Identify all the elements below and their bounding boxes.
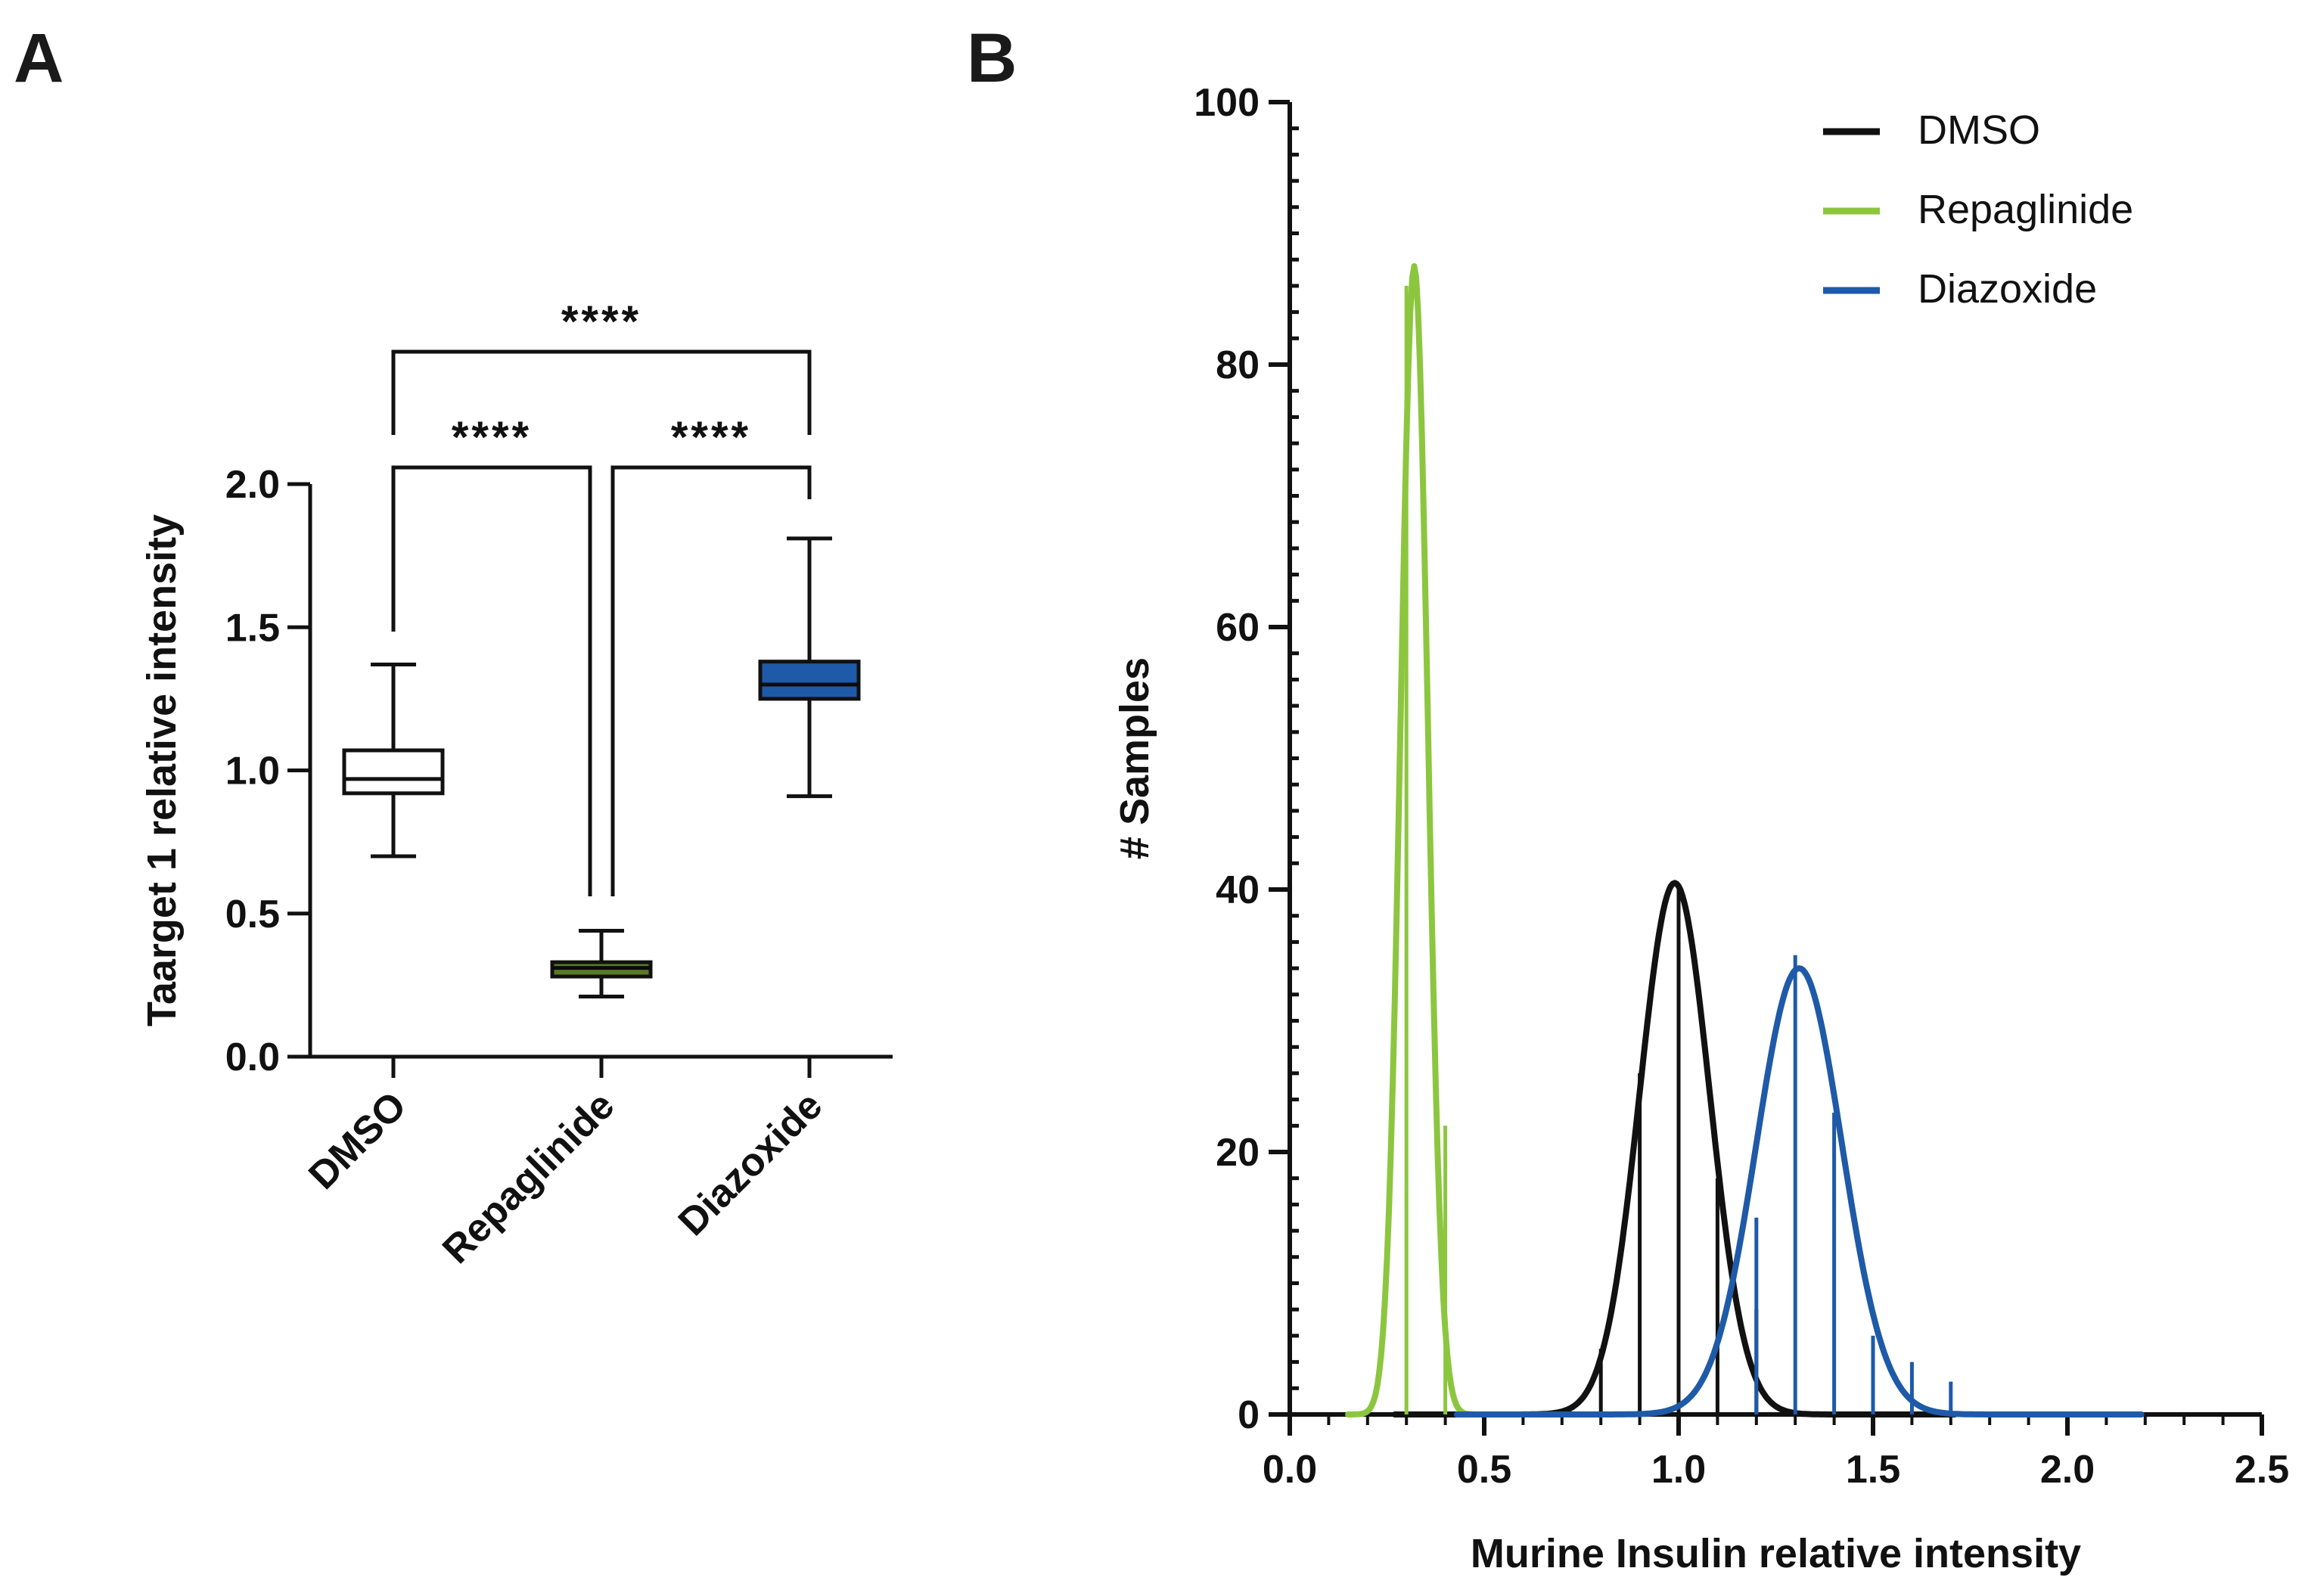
sig-bracket-dmso-diazoxide — [391, 349, 812, 435]
panel-a-label: A — [14, 20, 64, 97]
x-axis-title: Murine Insulin relative intensity — [1471, 1531, 2081, 1576]
y-tick-label: 20 — [1216, 1131, 1260, 1175]
legend-label: Repaglinide — [1918, 187, 2133, 232]
x-tick-label: 0.0 — [1263, 1448, 1317, 1492]
x-tick-label: 2.5 — [2235, 1448, 2289, 1492]
y-tick-label: 2.0 — [225, 463, 280, 507]
sig-label: **** — [452, 413, 532, 462]
y-tick-label: 0 — [1238, 1393, 1260, 1437]
y-tick-label: 40 — [1216, 868, 1260, 912]
box-iqr — [758, 660, 861, 701]
y-tick-label: 1.0 — [225, 750, 280, 793]
x-tick-label: 0.5 — [1457, 1448, 1511, 1492]
panel-a-box-plot: 0.0 0.5 1.0 1.5 2.0 Taarget 1 relative intens… — [139, 297, 893, 1272]
fit-curve-dmso — [1391, 880, 1958, 1417]
y-tick-label: 100 — [1194, 81, 1260, 125]
x-tick-label: 2.0 — [2040, 1448, 2095, 1492]
y-tick-label: 80 — [1216, 343, 1260, 387]
sig-label: **** — [561, 297, 641, 346]
panel-b-histogram: 0 20 40 60 80 100 0.0 0.5 1.0 1.5 2.0 2.5 Murine Ins… — [1112, 81, 2289, 1576]
fit-curve-diazoxide — [1454, 965, 2145, 1417]
sig-bracket-repaglinide-diazoxide — [610, 465, 812, 896]
y-tick-label: 60 — [1216, 606, 1260, 650]
fit-curve-repaglinide — [1345, 262, 1524, 1417]
y-tick-label: 0.0 — [225, 1036, 280, 1079]
y-axis-title: Taarget 1 relative intensity — [139, 514, 185, 1026]
x-category-label: Repaglinide — [434, 1083, 623, 1272]
panel-b-label: B — [967, 20, 1017, 97]
box-iqr — [342, 748, 445, 796]
sig-label: **** — [671, 413, 751, 462]
y-axis-title: # Samples — [1112, 657, 1157, 859]
legend-label: Diazoxide — [1918, 266, 2097, 312]
y-tick-label: 1.5 — [225, 606, 280, 650]
legend-label: DMSO — [1918, 107, 2040, 153]
x-tick-label: 1.5 — [1846, 1448, 1900, 1492]
sig-bracket-dmso-repaglinide — [391, 465, 592, 896]
x-category-label: DMSO — [300, 1083, 415, 1197]
x-tick-label: 1.0 — [1651, 1448, 1706, 1492]
y-tick-label: 0.5 — [225, 893, 280, 936]
x-category-label: Diazoxide — [670, 1083, 831, 1244]
